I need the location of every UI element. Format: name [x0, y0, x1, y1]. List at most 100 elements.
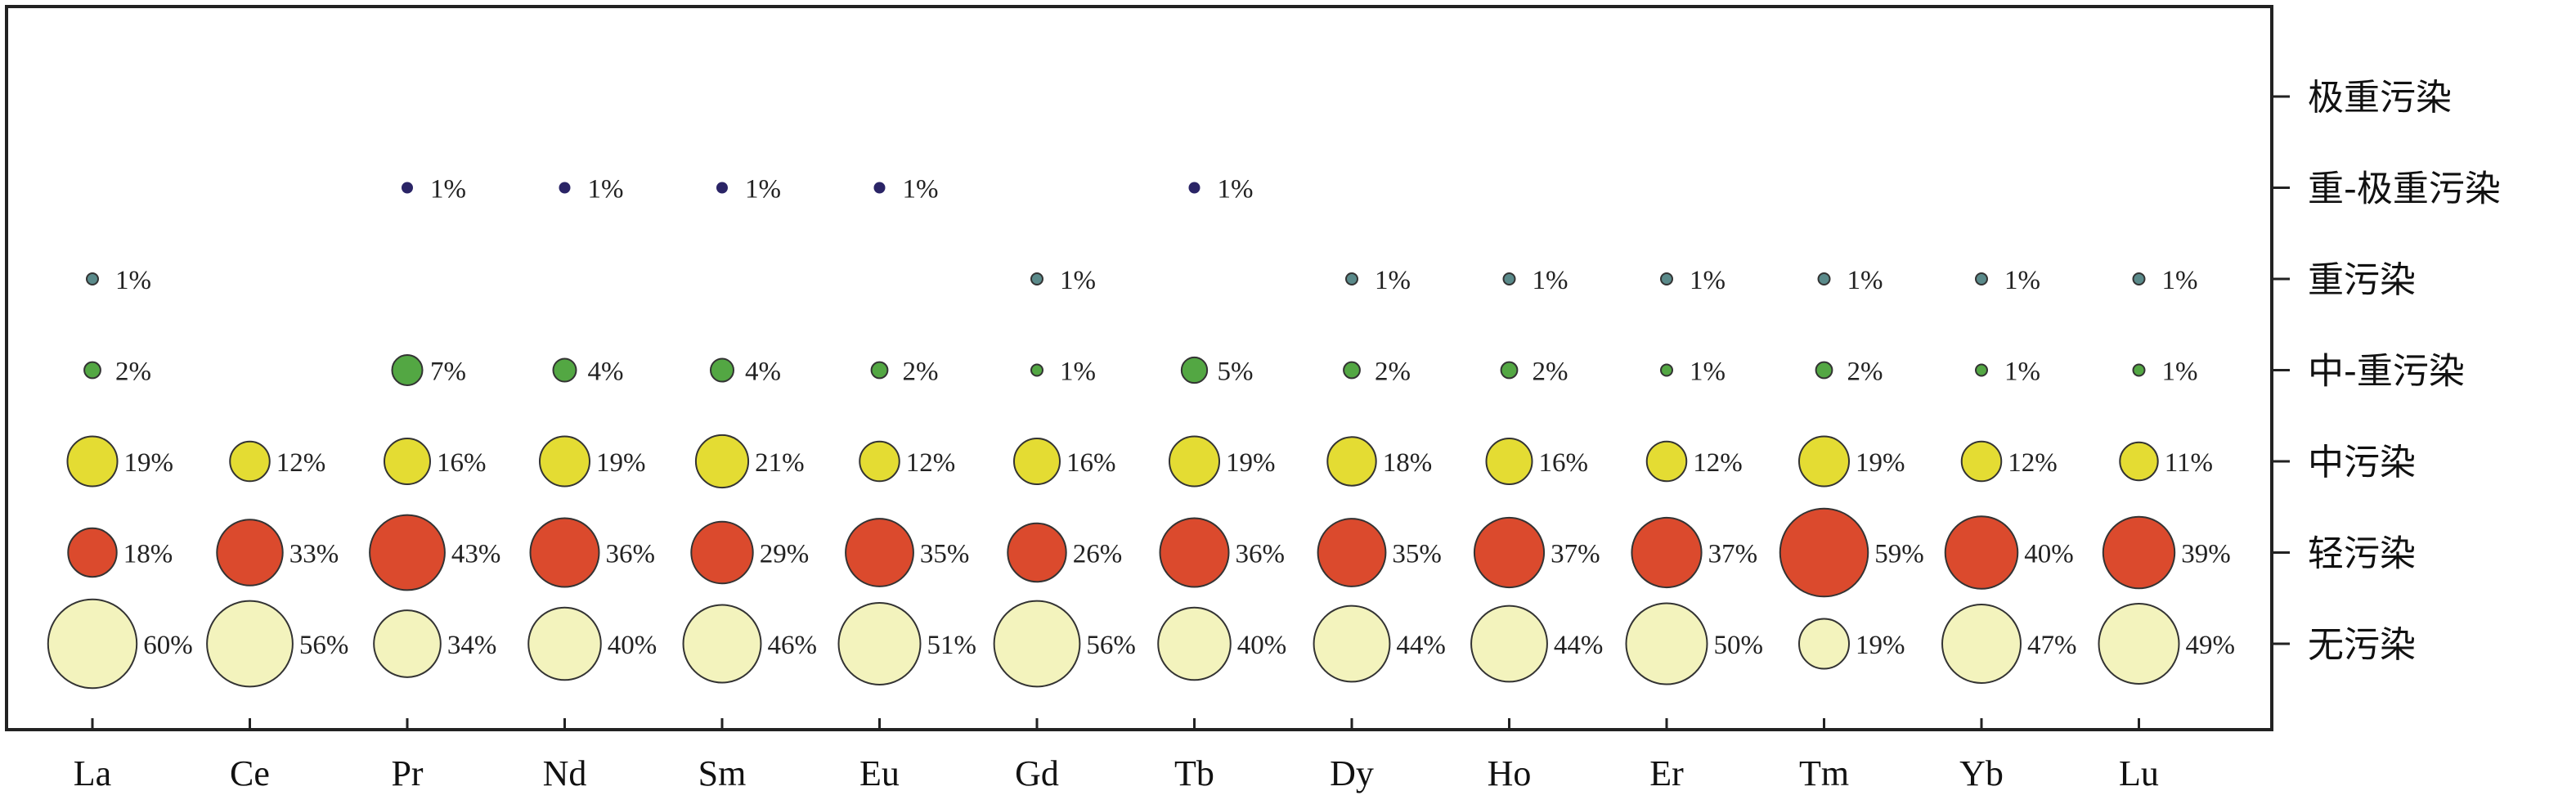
value-label: 16%	[1539, 448, 1589, 478]
value-label: 2%	[1533, 357, 1568, 387]
x-tick-label: Ce	[230, 753, 270, 793]
bubble	[1007, 522, 1067, 583]
value-label: 33%	[289, 540, 339, 569]
x-tick-label: Nd	[543, 753, 587, 793]
value-label: 12%	[1693, 448, 1743, 478]
value-label: 18%	[123, 540, 173, 569]
bubble	[1188, 182, 1200, 194]
bubble	[1470, 605, 1548, 683]
value-label: 1%	[745, 175, 781, 204]
bubble	[1168, 435, 1221, 488]
value-label: 34%	[447, 631, 497, 660]
value-label: 44%	[1554, 631, 1604, 660]
y-tick-label: 无污染	[2308, 624, 2416, 666]
x-tick-label: Pr	[391, 753, 423, 793]
value-label: 1%	[903, 175, 939, 204]
value-label: 60%	[143, 631, 193, 660]
value-label: 1%	[1375, 266, 1411, 295]
bubble	[1013, 438, 1061, 485]
value-label: 1%	[2004, 357, 2040, 387]
x-tick-label: La	[74, 753, 111, 793]
bubble	[229, 440, 271, 483]
bubble	[1326, 436, 1377, 487]
value-label: 40%	[2024, 540, 2074, 569]
x-tick-label: Lu	[2119, 753, 2159, 793]
y-tick-label: 极重污染	[2308, 77, 2452, 119]
value-label: 2%	[903, 357, 939, 387]
bubble	[1159, 517, 1230, 588]
bubble	[710, 357, 734, 383]
bubble	[559, 182, 571, 194]
value-label: 5%	[1218, 357, 1254, 387]
bubble	[1485, 438, 1533, 485]
x-tick-label: Yb	[1959, 753, 2004, 793]
bubble	[870, 361, 889, 380]
x-tick-label: Dy	[1330, 753, 1374, 793]
value-label-layer: 60% 56% 34% 40% 46% 51% 56% 40% 44% 44% 50% 19% 47% 4…	[115, 175, 2235, 661]
bubble	[216, 519, 284, 587]
value-label: 36%	[606, 540, 656, 569]
bubble	[682, 604, 762, 684]
value-label: 59%	[1874, 540, 1924, 569]
y-tick-label: 轻污染	[2308, 533, 2416, 575]
value-label: 18%	[1383, 448, 1433, 478]
value-label: 1%	[1060, 357, 1096, 387]
value-label: 19%	[1856, 448, 1905, 478]
bubble	[1313, 605, 1391, 683]
bubble	[716, 182, 728, 194]
bubble	[1817, 272, 1831, 285]
y-tick-label: 中-重污染	[2308, 351, 2465, 393]
value-label: 35%	[1392, 540, 1442, 569]
bubble	[67, 527, 118, 578]
bubble	[1645, 440, 1688, 483]
value-label: 1%	[2004, 266, 2040, 295]
value-label: 1%	[1533, 266, 1568, 295]
bubble	[1180, 356, 1209, 384]
x-tick-label: Tb	[1174, 753, 1214, 793]
bubble	[83, 361, 101, 380]
value-label: 12%	[276, 448, 326, 478]
bubble	[2102, 515, 2176, 590]
value-label: 47%	[2027, 631, 2077, 660]
bubble	[1030, 272, 1043, 285]
value-label: 19%	[1856, 631, 1905, 660]
value-label: 2%	[1375, 357, 1411, 387]
value-label: 2%	[115, 357, 151, 387]
bubble	[1944, 515, 2019, 590]
bubble	[391, 353, 424, 387]
bubble	[1500, 361, 1519, 380]
bubble	[384, 438, 431, 485]
value-label: 1%	[1690, 266, 1726, 295]
bubble	[1975, 272, 1988, 285]
value-label: 19%	[124, 448, 174, 478]
y-tick-label: 重污染	[2308, 259, 2416, 301]
value-label: 43%	[451, 540, 501, 569]
x-tick-label: Er	[1649, 753, 1684, 793]
bubble	[1625, 602, 1708, 685]
x-tick-label: Gd	[1015, 753, 1059, 793]
bubble	[1660, 363, 1673, 377]
bubble	[1345, 272, 1358, 285]
value-label: 4%	[588, 357, 624, 387]
bubble	[993, 600, 1081, 688]
bubble	[529, 517, 600, 588]
value-label: 2%	[1847, 357, 1883, 387]
bubble	[1815, 361, 1833, 380]
bubble	[2119, 441, 2159, 482]
bubble	[1660, 272, 1673, 285]
value-label: 35%	[920, 540, 970, 569]
value-label: 19%	[1226, 448, 1276, 478]
value-label: 50%	[1713, 631, 1763, 660]
value-label: 1%	[1060, 266, 1096, 295]
bubble	[1975, 363, 1988, 377]
bubble	[1631, 516, 1703, 589]
bubble	[837, 602, 922, 685]
x-tick-label: Ho	[1488, 753, 1532, 793]
bubble	[1502, 272, 1516, 285]
bubble	[1797, 618, 1851, 670]
value-label: 12%	[906, 448, 956, 478]
value-label: 1%	[430, 175, 466, 204]
bubble	[859, 440, 900, 483]
bubble	[402, 182, 413, 194]
